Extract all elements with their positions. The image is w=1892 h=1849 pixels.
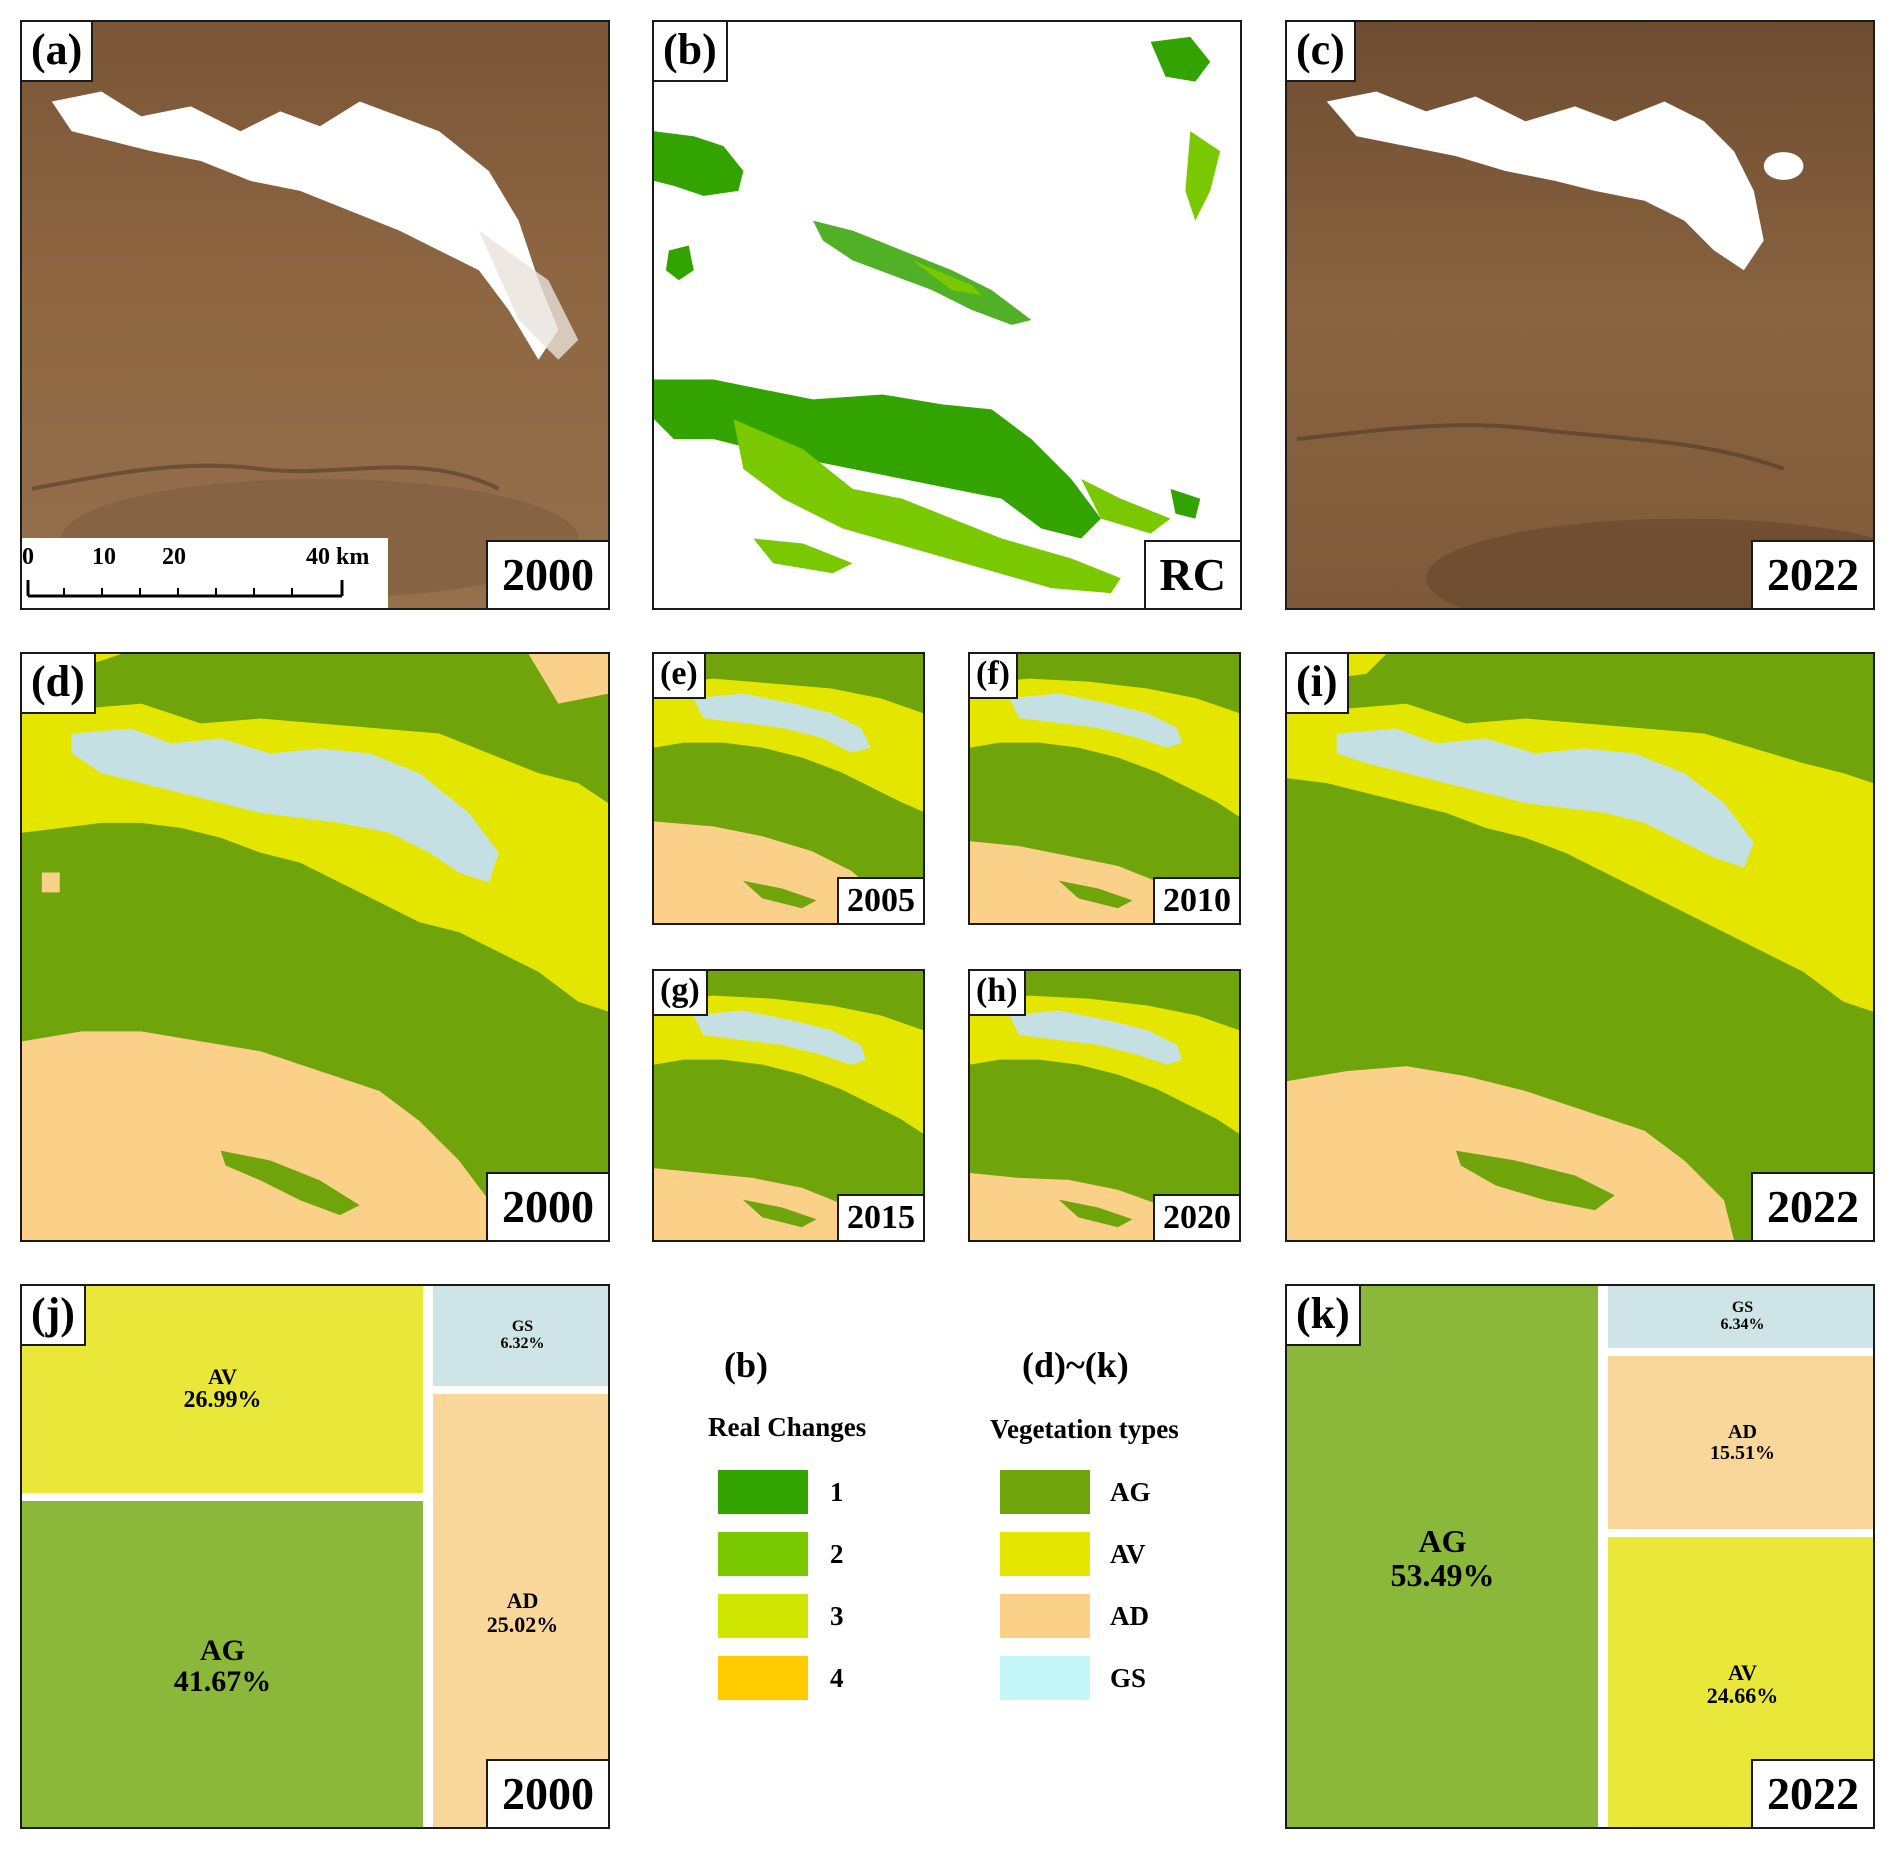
- year-label: 2015: [837, 1194, 923, 1240]
- scale-tick-0: 0: [22, 544, 34, 570]
- panel-g-vegetation-2015: (g) 2015: [652, 969, 925, 1242]
- year-label: 2022: [1751, 1172, 1873, 1240]
- scale-tick-10: 10: [92, 544, 116, 570]
- cell-value: 15.51%: [1710, 1441, 1775, 1464]
- panel-label: (e): [654, 654, 706, 699]
- vegetation-map-2005: [654, 654, 923, 923]
- legend-swatch-gs: [1000, 1656, 1090, 1700]
- year-label: 2022: [1751, 1759, 1873, 1827]
- cell-name: AD: [506, 1588, 539, 1614]
- treemap-cell-ad: AD 25.02%: [433, 1394, 608, 1827]
- year-label: RC: [1143, 540, 1240, 608]
- treemap-cell-ag: AG 53.49%: [1287, 1286, 1598, 1827]
- cell-value: 6.34%: [1720, 1316, 1765, 1333]
- year-label: 2000: [486, 1172, 608, 1240]
- year-label: 2022: [1751, 540, 1873, 608]
- legend-swatch-change-3: [718, 1594, 808, 1638]
- vegetation-map-2000: [22, 654, 608, 1240]
- legend-label-ag: AG: [1110, 1477, 1151, 1507]
- panel-label: (h): [970, 971, 1026, 1016]
- year-label: 2000: [486, 540, 608, 608]
- panel-b-real-changes: (b) RC: [652, 20, 1242, 610]
- panel-label: (i): [1287, 654, 1349, 714]
- cell-value: 6.32%: [500, 1335, 545, 1352]
- legend-swatch-change-4: [718, 1656, 808, 1700]
- year-label: 2010: [1153, 877, 1239, 923]
- legend-swatch-ad: [1000, 1594, 1090, 1638]
- cell-name: AD: [1728, 1420, 1757, 1443]
- cell-name: AG: [1418, 1522, 1467, 1559]
- treemap-cell-ad: AD 15.51%: [1608, 1356, 1873, 1529]
- cell-name: GS: [511, 1318, 534, 1336]
- legend-dk-title: Vegetation types: [990, 1414, 1179, 1444]
- legend-label-change-1: 1: [830, 1477, 844, 1507]
- legend-b-title: Real Changes: [708, 1412, 867, 1442]
- panel-i-vegetation-2022: (i) 2022: [1285, 652, 1875, 1242]
- legend-dk-ref: (d)~(k): [1022, 1345, 1129, 1385]
- satellite-image-2000: [22, 22, 608, 608]
- panel-e-vegetation-2005: (e) 2005: [652, 652, 925, 925]
- scale-bar: 0 10 20 40 km: [22, 538, 388, 608]
- real-changes-map: [654, 22, 1240, 608]
- legend-label-av: AV: [1110, 1539, 1146, 1569]
- year-label: 2020: [1153, 1194, 1239, 1240]
- legend-b-ref: (b): [724, 1345, 768, 1385]
- scale-tick-40: 40 km: [306, 544, 369, 570]
- cell-value: 25.02%: [486, 1611, 559, 1637]
- panel-h-vegetation-2020: (h) 2020: [968, 969, 1241, 1242]
- cell-name: AG: [200, 1633, 245, 1667]
- cell-name: AV: [208, 1364, 237, 1390]
- cell-value: 41.67%: [173, 1665, 272, 1698]
- panel-label: (b): [654, 22, 728, 82]
- panel-label: (g): [654, 971, 708, 1016]
- cell-value: 24.66%: [1706, 1683, 1779, 1708]
- panel-label: (c): [1287, 22, 1356, 82]
- legend-area: (b) Real Changes (d)~(k) Vegetation type…: [652, 1284, 1252, 1829]
- legend-label-gs: GS: [1110, 1663, 1147, 1693]
- legend-swatch-change-1: [718, 1470, 808, 1514]
- vegetation-map-2022: [1287, 654, 1873, 1240]
- legend-label-change-4: 4: [830, 1663, 844, 1693]
- satellite-image-2022: [1287, 22, 1873, 608]
- panel-k-treemap-2022: AG 53.49% GS 6.34% AD 15.51% AV 24.66% (…: [1285, 1284, 1875, 1829]
- treemap-cell-gs: GS 6.32%: [433, 1286, 608, 1386]
- treemap-cell-gs: GS 6.34%: [1608, 1286, 1873, 1348]
- scale-tick-20: 20: [162, 544, 186, 570]
- panel-label: (d): [22, 654, 96, 714]
- cell-name: GS: [1731, 1299, 1754, 1317]
- legend-label-change-3: 3: [830, 1601, 844, 1631]
- cell-name: AV: [1728, 1659, 1757, 1685]
- treemap-cell-av: AV 26.99%: [22, 1286, 423, 1493]
- year-label: 2005: [837, 877, 923, 923]
- panel-j-treemap-2000: AV 26.99% AG 41.67% GS 6.32% AD 25.02% (…: [20, 1284, 610, 1829]
- panel-label: (j): [22, 1286, 86, 1346]
- legend-swatch-av: [1000, 1532, 1090, 1576]
- panel-label: (f): [970, 654, 1018, 699]
- legend-swatch-ag: [1000, 1470, 1090, 1514]
- cell-value: 26.99%: [183, 1387, 262, 1414]
- treemap-cell-ag: AG 41.67%: [22, 1501, 423, 1827]
- year-label: 2000: [486, 1759, 608, 1827]
- panel-c-satellite-2022: (c) 2022: [1285, 20, 1875, 610]
- panel-label: (k): [1287, 1286, 1361, 1346]
- panel-d-vegetation-2000: (d) 2000: [20, 652, 610, 1242]
- legend-label-ad: AD: [1110, 1601, 1149, 1631]
- legend-label-change-2: 2: [830, 1539, 844, 1569]
- legend-swatch-change-2: [718, 1532, 808, 1576]
- panel-a-satellite-2000: (a) 0 10 20 40 km 2000: [20, 20, 610, 610]
- panel-f-vegetation-2010: (f) 2010: [968, 652, 1241, 925]
- panel-label: (a): [22, 22, 94, 82]
- cell-value: 53.49%: [1390, 1556, 1495, 1593]
